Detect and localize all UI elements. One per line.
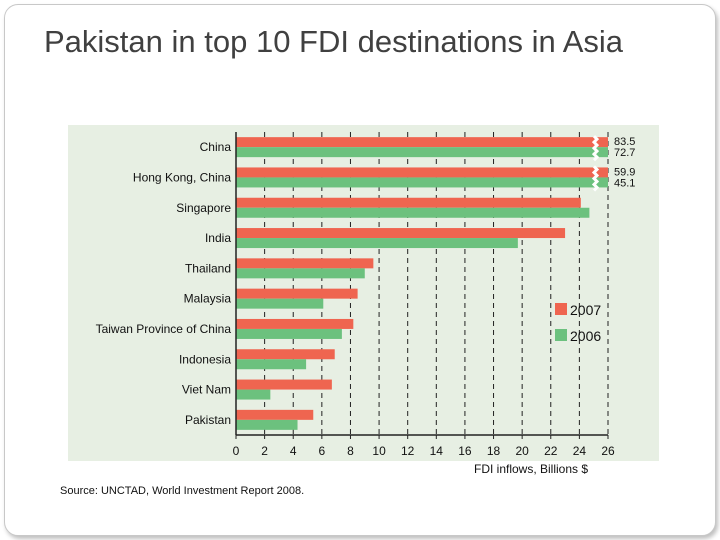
slide-title: Pakistan in top 10 FDI destinations in A… [44, 24, 623, 59]
x-tick-label-26: 26 [601, 444, 615, 458]
bar-singapore-2007 [236, 197, 581, 208]
legend-label-2007: 2007 [570, 302, 601, 318]
bar-viet-nam-2007 [236, 379, 332, 390]
data-label-china-2006: 72.7 [614, 147, 635, 159]
x-tick-label-8: 8 [347, 444, 354, 458]
bar-viet-nam-2006 [236, 389, 271, 400]
x-tick-label-4: 4 [290, 444, 297, 458]
data-label-hong-kong-china-2007: 59.9 [614, 166, 635, 178]
bar-indonesia-2006 [236, 359, 307, 370]
data-label-hong-kong-china-2006: 45.1 [614, 177, 635, 189]
x-tick-label-22: 22 [544, 444, 558, 458]
category-label-singapore: Singapore [176, 201, 231, 215]
bar-pakistan-2006 [236, 419, 298, 430]
legend-swatch-2006 [555, 329, 567, 341]
x-tick-label-16: 16 [458, 444, 472, 458]
category-label-indonesia: Indonesia [179, 352, 231, 366]
category-label-malaysia: Malaysia [184, 292, 232, 306]
bar-hong-kong-china-2006 [236, 177, 608, 188]
source-note: Source: UNCTAD, World Investment Report … [60, 485, 305, 497]
x-axis-label: FDI inflows, Billions $ [474, 462, 589, 476]
category-label-taiwan-province-of-china: Taiwan Province of China [96, 322, 232, 336]
fdi-bar-chart: China Hong Kong, China Singapore India Thail… [96, 132, 635, 458]
bar-india-2006 [236, 238, 518, 249]
x-tick-label-20: 20 [515, 444, 529, 458]
bar-malaysia-2006 [236, 298, 324, 309]
x-tick-label-14: 14 [430, 444, 444, 458]
bar-thailand-2007 [236, 258, 374, 269]
x-tick-label-2: 2 [261, 444, 268, 458]
axis-break-china [591, 135, 600, 162]
bar-thailand-2006 [236, 268, 365, 279]
data-label-china-2007: 83.5 [614, 136, 635, 148]
category-label-china: China [200, 140, 232, 154]
x-tick-label-0: 0 [233, 444, 240, 458]
bar-singapore-2006 [236, 207, 590, 218]
bar-taiwan-province-of-china-2007 [236, 318, 354, 329]
bar-malaysia-2007 [236, 288, 358, 299]
x-tick-label-6: 6 [319, 444, 326, 458]
bar-indonesia-2007 [236, 349, 335, 360]
bar-taiwan-province-of-china-2006 [236, 328, 342, 339]
category-label-india: India [205, 231, 231, 245]
bar-pakistan-2007 [236, 409, 314, 420]
category-label-thailand: Thailand [185, 261, 231, 275]
category-label-viet-nam: Viet Nam [182, 383, 231, 397]
bar-india-2007 [236, 228, 566, 239]
x-tick-label-18: 18 [487, 444, 501, 458]
axis-break-hong-kong-china [591, 165, 600, 192]
bar-hong-kong-china-2007 [236, 167, 608, 178]
bar-china-2006 [236, 147, 608, 158]
legend-swatch-2007 [555, 303, 567, 315]
x-tick-label-24: 24 [573, 444, 587, 458]
category-label-pakistan: Pakistan [185, 413, 231, 427]
category-label-hong-kong-china: Hong Kong, China [133, 170, 231, 184]
bar-china-2007 [236, 137, 608, 148]
x-tick-label-12: 12 [401, 444, 415, 458]
x-tick-label-10: 10 [372, 444, 386, 458]
legend-label-2006: 2006 [570, 328, 601, 344]
